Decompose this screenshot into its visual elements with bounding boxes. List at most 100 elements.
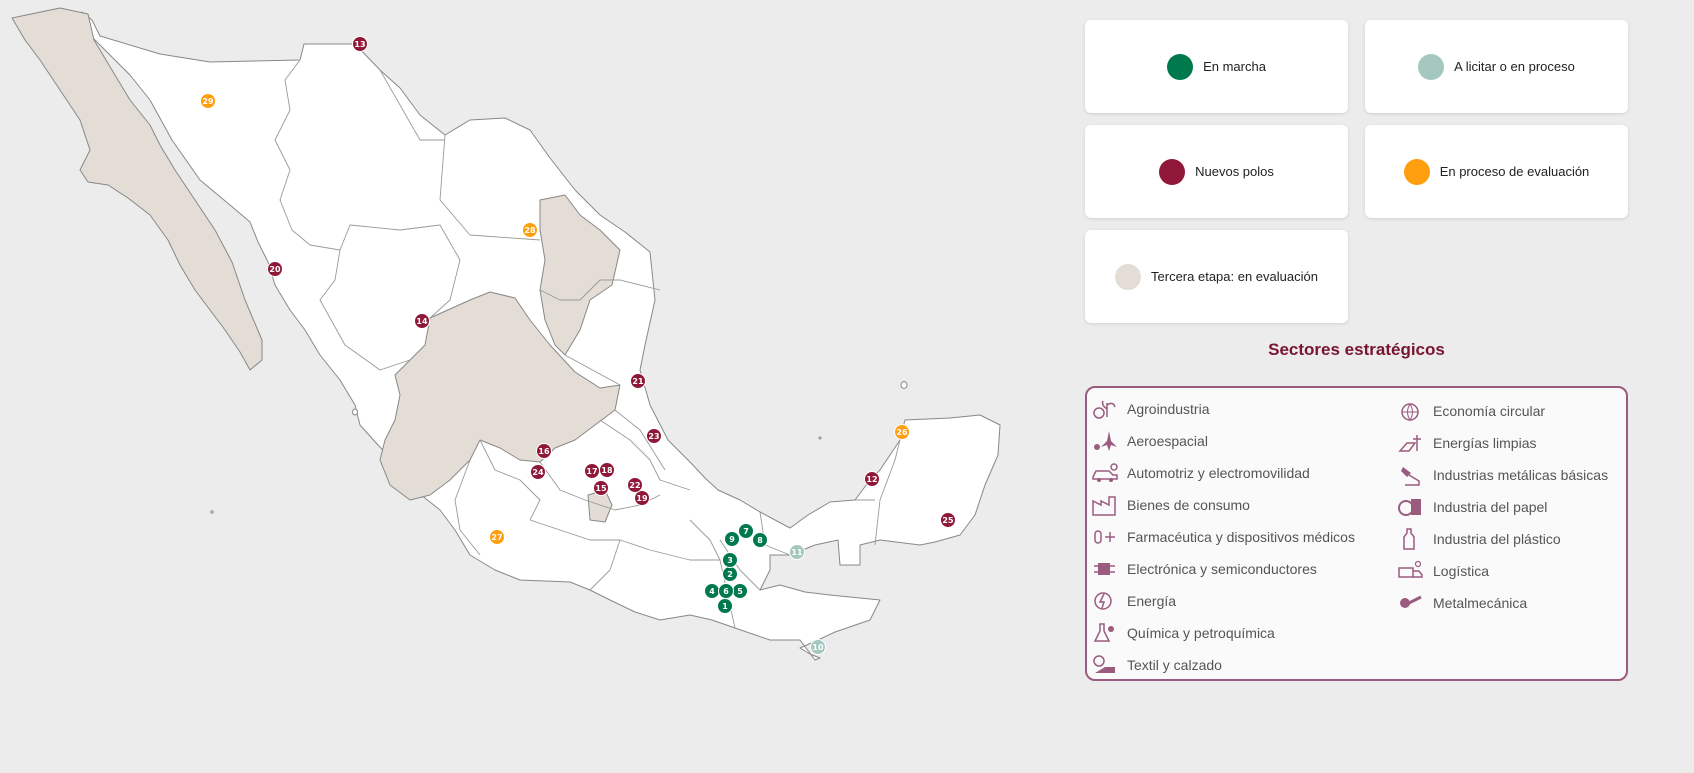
marker-5[interactable]: 5 — [732, 583, 748, 599]
sector-label: Agroindustria — [1127, 401, 1210, 417]
marker-dot[interactable] — [894, 424, 910, 440]
marker-2[interactable]: 2 — [722, 566, 738, 582]
marker-3[interactable]: 3 — [722, 552, 738, 568]
solar-icon — [1398, 435, 1421, 452]
agro-icon — [1093, 400, 1116, 419]
marker-25[interactable]: 25 — [940, 512, 956, 528]
marker-11[interactable]: 11 — [789, 544, 805, 560]
marker-27[interactable]: 27 — [489, 529, 505, 545]
a-licitar-dot — [1418, 53, 1445, 80]
marker-16[interactable]: 16 — [536, 443, 552, 459]
marker-dot[interactable] — [752, 532, 768, 548]
marker-14[interactable]: 14 — [414, 313, 430, 329]
marker-number: 8 — [757, 536, 763, 545]
marker-4[interactable]: 4 — [704, 583, 720, 599]
marker-22[interactable]: 22 — [627, 477, 643, 493]
marker-dot[interactable] — [267, 261, 283, 277]
marker-number: 4 — [709, 587, 715, 596]
sector-item: Agroindustria — [1091, 396, 1210, 422]
marker-dot[interactable] — [634, 490, 650, 506]
wrench-icon — [1400, 595, 1422, 608]
sector-item: Energías limpias — [1397, 430, 1537, 456]
bottle-icon — [1403, 528, 1415, 550]
legend-tercera-etapa: Tercera etapa: en evaluación — [1085, 230, 1348, 323]
marker-number: 2 — [727, 570, 733, 579]
marker-dot[interactable] — [789, 544, 805, 560]
marker-number: 11 — [791, 548, 803, 557]
marker-28[interactable]: 28 — [522, 222, 538, 238]
sector-item: Logística — [1397, 558, 1489, 584]
marker-dot[interactable] — [536, 443, 552, 459]
factory-icon — [1092, 496, 1116, 516]
sector-label: Metalmecánica — [1433, 595, 1528, 611]
sector-label: Química y petroquímica — [1127, 625, 1275, 641]
sector-label: Electrónica y semiconductores — [1127, 561, 1317, 577]
sector-item: Economía circular — [1397, 398, 1545, 424]
sector-label: Automotriz y electromovilidad — [1127, 465, 1310, 481]
marker-23[interactable]: 23 — [646, 428, 662, 444]
marker-dot[interactable] — [630, 373, 646, 389]
sectors-box: Agroindustria Aeroespacial Automotriz y el… — [1085, 386, 1628, 681]
marker-dot[interactable] — [489, 529, 505, 545]
marker-20[interactable]: 20 — [267, 261, 283, 277]
sector-label: Energías limpias — [1433, 435, 1537, 451]
marker-dot[interactable] — [724, 531, 740, 547]
marker-dot[interactable] — [722, 552, 738, 568]
marker-7[interactable]: 7 — [738, 523, 754, 539]
marker-dot[interactable] — [200, 93, 216, 109]
marker-12[interactable]: 12 — [864, 471, 880, 487]
legend-label: A licitar o en proceso — [1454, 59, 1575, 74]
sector-item: Electrónica y semiconductores — [1091, 556, 1317, 582]
legend-evaluacion: En proceso de evaluación — [1365, 125, 1628, 218]
marker-10[interactable]: 10 — [810, 639, 826, 655]
marker-19[interactable]: 19 — [634, 490, 650, 506]
tercera-etapa-central — [379, 291, 621, 501]
sector-label: Aeroespacial — [1127, 433, 1208, 449]
evaluacion-dot — [1403, 158, 1430, 185]
sector-label: Textil y calzado — [1127, 657, 1222, 673]
marker-number: 23 — [648, 432, 659, 441]
marker-17[interactable]: 17 — [584, 463, 600, 479]
marker-dot[interactable] — [414, 313, 430, 329]
marker-18[interactable]: 18 — [599, 462, 615, 478]
marker-dot[interactable] — [940, 512, 956, 528]
marker-9[interactable]: 9 — [724, 531, 740, 547]
sector-item: Farmacéutica y dispositivos médicos — [1091, 524, 1355, 550]
marker-dot[interactable] — [718, 583, 734, 599]
marker-24[interactable]: 24 — [530, 464, 546, 480]
marker-dot[interactable] — [646, 428, 662, 444]
marker-dot[interactable] — [738, 523, 754, 539]
marker-dot[interactable] — [810, 639, 826, 655]
marker-21[interactable]: 21 — [630, 373, 646, 389]
legend-en-marcha: En marcha — [1085, 20, 1348, 113]
marker-8[interactable]: 8 — [752, 532, 768, 548]
marker-1[interactable]: 1 — [717, 598, 733, 614]
marker-number: 10 — [812, 643, 824, 652]
marker-15[interactable]: 15 — [593, 480, 609, 496]
sector-item: Industria del plástico — [1397, 526, 1561, 552]
marker-dot[interactable] — [352, 36, 368, 52]
marker-number: 25 — [942, 516, 954, 525]
legend-a-licitar: A licitar o en proceso — [1365, 20, 1628, 113]
marker-6[interactable]: 6 — [718, 583, 734, 599]
marker-dot[interactable] — [593, 480, 609, 496]
tercera-etapa-east — [539, 194, 621, 356]
marker-dot[interactable] — [599, 462, 615, 478]
marker-dot[interactable] — [627, 477, 643, 493]
sector-item: Aeroespacial — [1091, 428, 1208, 454]
sector-item: Textil y calzado — [1091, 652, 1222, 678]
marker-13[interactable]: 13 — [352, 36, 368, 52]
marker-number: 17 — [586, 467, 597, 476]
sector-item: Bienes de consumo — [1091, 492, 1250, 518]
sector-label: Logística — [1433, 563, 1490, 579]
sector-item: Energía — [1091, 588, 1176, 614]
marker-dot[interactable] — [522, 222, 538, 238]
chip-icon — [1094, 563, 1115, 575]
marker-29[interactable]: 29 — [200, 93, 216, 109]
marker-number: 27 — [491, 533, 502, 542]
marker-dot[interactable] — [530, 464, 546, 480]
marker-26[interactable]: 26 — [894, 424, 910, 440]
sector-label: Farmacéutica y dispositivos médicos — [1127, 529, 1355, 545]
sector-item: Química y petroquímica — [1091, 620, 1275, 646]
marker-dot[interactable] — [864, 471, 880, 487]
